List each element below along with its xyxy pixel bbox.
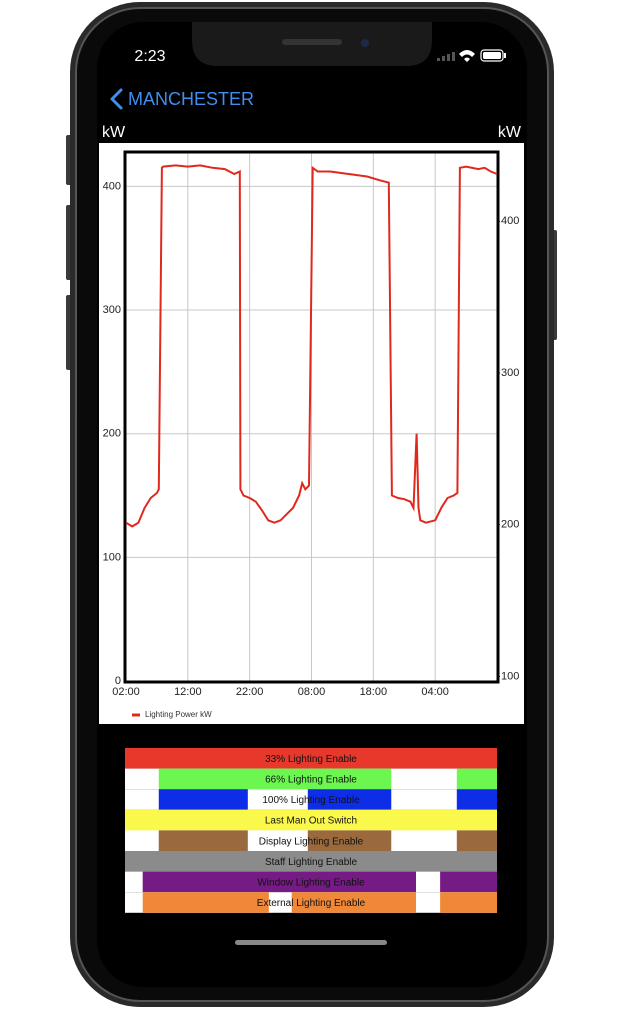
back-label[interactable]: MANCHESTER	[128, 89, 254, 109]
y-tick-label: 200	[103, 428, 121, 440]
band-segment	[456, 830, 497, 851]
band-segment	[142, 871, 416, 893]
y2-tick-label: 400	[501, 215, 519, 227]
y-axis-label: kW	[102, 124, 126, 141]
band-label: Window Lighting Enable	[257, 878, 365, 889]
band-segment	[307, 830, 392, 851]
band-segment	[456, 789, 497, 810]
speaker	[282, 39, 342, 45]
y2-tick-label: 100	[501, 670, 519, 682]
band-label: Staff Lighting Enable	[265, 857, 358, 868]
y-tick-label: 100	[103, 551, 121, 563]
data-line	[125, 164, 498, 528]
band-segment	[440, 892, 497, 913]
band-segment	[291, 892, 416, 913]
y2-tick-label: 200	[501, 519, 519, 531]
y2-axis-label: kW	[498, 124, 522, 141]
x-tick-label: 04:00	[421, 686, 449, 698]
y-tick-label: 300	[103, 304, 121, 316]
band-segment	[142, 892, 269, 913]
back-chevron[interactable]	[110, 88, 123, 110]
status-time: 2:23	[134, 48, 165, 65]
x-tick-label: 22:00	[236, 686, 264, 698]
band-segment	[158, 789, 248, 810]
band-segment	[125, 809, 497, 831]
band-segment	[307, 789, 392, 810]
y2-tick-label: 300	[501, 367, 519, 379]
band-label: 100% Lighting Enable	[262, 795, 360, 806]
camera	[361, 39, 369, 47]
state-bands: 33% Lighting Enable 66% Lighting Enable 10…	[125, 748, 497, 913]
y-tick-label: 400	[103, 180, 121, 192]
home-indicator	[235, 940, 387, 945]
band-segment	[440, 871, 497, 893]
band-label: Display Lighting Enable	[259, 836, 364, 847]
chart: 0 100 200 300 400 100 200 300 400 02:00 12:00 22:00…	[103, 150, 519, 719]
x-tick-label: 02:00	[112, 686, 140, 698]
band-segment	[125, 748, 497, 769]
band-label: External Lighting Enable	[257, 898, 366, 909]
legend-label: Lighting Power kW	[145, 710, 212, 719]
band-segment	[125, 851, 497, 872]
x-tick-label: 08:00	[298, 686, 326, 698]
band-segment	[158, 830, 248, 851]
plot-frame	[123, 150, 500, 684]
band-segment	[158, 768, 392, 790]
band-segment	[456, 768, 497, 790]
band-label: 66% Lighting Enable	[265, 775, 357, 786]
band-label: 33% Lighting Enable	[265, 754, 357, 765]
y-tick-label: 0	[115, 675, 121, 687]
band-label: Last Man Out Switch	[265, 816, 357, 827]
x-tick-label: 12:00	[174, 686, 202, 698]
status-icons	[437, 49, 506, 62]
x-tick-label: 18:00	[360, 686, 388, 698]
